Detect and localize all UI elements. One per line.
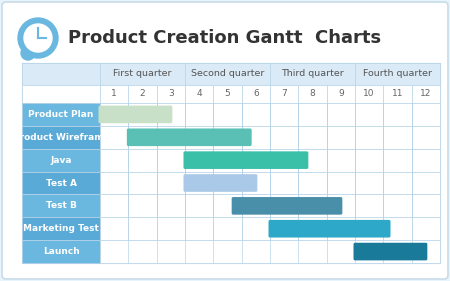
Text: 10: 10: [364, 90, 375, 99]
Bar: [22, 103, 100, 126]
FancyBboxPatch shape: [99, 106, 172, 123]
Text: 12: 12: [420, 90, 432, 99]
Text: Product Plan: Product Plan: [28, 110, 94, 119]
Bar: [213, 85, 242, 103]
Bar: [412, 85, 440, 103]
FancyBboxPatch shape: [184, 151, 308, 169]
Bar: [128, 85, 157, 103]
Text: Launch: Launch: [43, 247, 79, 256]
Bar: [100, 85, 128, 103]
FancyBboxPatch shape: [127, 128, 252, 146]
Bar: [100, 103, 440, 126]
Bar: [100, 217, 440, 240]
Bar: [100, 126, 440, 149]
FancyBboxPatch shape: [269, 220, 391, 237]
Bar: [100, 63, 185, 85]
Text: 7: 7: [281, 90, 287, 99]
Bar: [22, 172, 100, 194]
Text: Third quarter: Third quarter: [281, 69, 344, 78]
Bar: [22, 217, 100, 240]
Bar: [242, 85, 270, 103]
Bar: [327, 85, 355, 103]
Text: 4: 4: [196, 90, 202, 99]
Bar: [270, 85, 298, 103]
Bar: [22, 63, 440, 263]
Bar: [22, 240, 100, 263]
Bar: [185, 85, 213, 103]
Text: Java: Java: [50, 156, 72, 165]
Text: Second quarter: Second quarter: [191, 69, 264, 78]
Bar: [185, 63, 270, 85]
Bar: [383, 85, 412, 103]
Text: 2: 2: [140, 90, 145, 99]
Bar: [298, 85, 327, 103]
Bar: [22, 194, 100, 217]
Circle shape: [24, 24, 52, 52]
Text: 11: 11: [392, 90, 403, 99]
Text: Marketing Test: Marketing Test: [23, 224, 99, 233]
FancyBboxPatch shape: [184, 174, 257, 192]
Text: Product Creation Gantt  Charts: Product Creation Gantt Charts: [68, 29, 381, 47]
Bar: [100, 194, 440, 217]
Text: Test B: Test B: [45, 201, 76, 210]
Bar: [100, 240, 440, 263]
Bar: [22, 126, 100, 149]
Text: 9: 9: [338, 90, 344, 99]
Bar: [355, 63, 440, 85]
Text: Test A: Test A: [45, 178, 76, 187]
Bar: [157, 85, 185, 103]
Text: 1: 1: [111, 90, 117, 99]
FancyBboxPatch shape: [2, 2, 448, 279]
Text: 3: 3: [168, 90, 174, 99]
Text: Product Wireframe: Product Wireframe: [13, 133, 109, 142]
Ellipse shape: [21, 46, 35, 60]
Circle shape: [18, 18, 58, 58]
Text: 5: 5: [225, 90, 230, 99]
Text: 8: 8: [310, 90, 315, 99]
FancyBboxPatch shape: [232, 197, 342, 215]
Bar: [22, 85, 100, 103]
Bar: [100, 149, 440, 172]
Bar: [355, 85, 383, 103]
Bar: [22, 149, 100, 172]
FancyBboxPatch shape: [354, 243, 427, 260]
Text: Fourth quarter: Fourth quarter: [363, 69, 432, 78]
Bar: [22, 63, 100, 85]
Text: First quarter: First quarter: [113, 69, 172, 78]
Bar: [270, 63, 355, 85]
Bar: [100, 172, 440, 194]
Text: 6: 6: [253, 90, 259, 99]
